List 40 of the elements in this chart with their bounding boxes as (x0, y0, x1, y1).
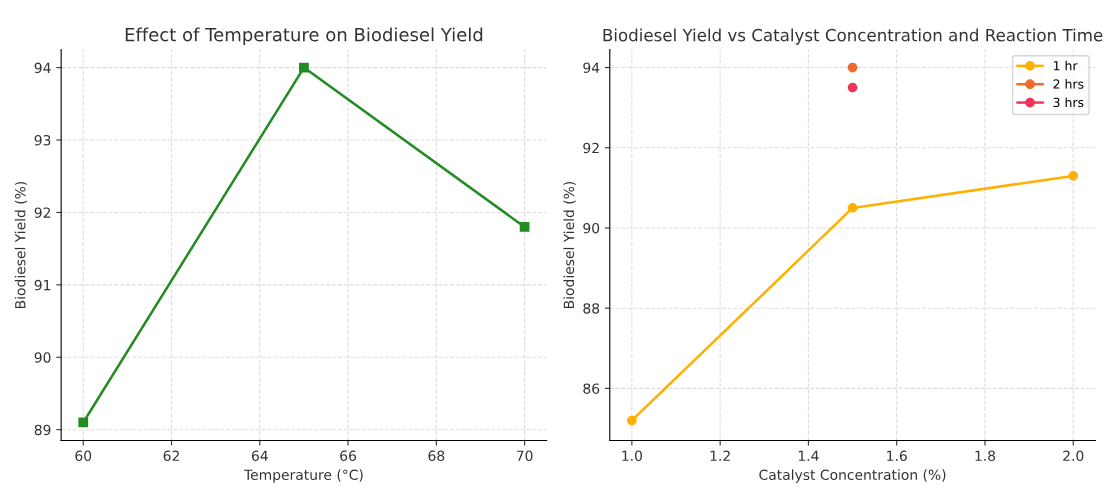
y-tick-label: 90 (34, 352, 51, 363)
y-tick-label: 93 (34, 134, 51, 146)
y-tick-label: 89 (34, 424, 51, 436)
y-tick-label: 88 (583, 303, 600, 314)
chart-title: Biodiesel Yield vs Catalyst Concentration and Reaction Time (603, 28, 1103, 45)
y-axis-title: Biodiesel Yield (%) (563, 181, 576, 308)
x-tick-label: 1.8 (975, 450, 996, 462)
legend-label: 3 hrs (1053, 97, 1084, 108)
x-tick-label: 2.0 (1063, 450, 1084, 462)
point (847, 82, 858, 93)
x-tick-label: 60 (75, 450, 92, 462)
point (299, 62, 309, 73)
y-tick-label: 86 (583, 383, 600, 394)
legend-label: 1 hr (1053, 60, 1078, 71)
point (847, 62, 858, 73)
x-axis-title: Catalyst Concentration (%) (759, 469, 946, 483)
x-tick-label: 1.2 (710, 450, 730, 461)
point (847, 203, 858, 213)
x-tick-label: 62 (163, 450, 179, 462)
y-tick-label: 91 (34, 279, 51, 291)
point (519, 222, 530, 232)
y-axis-title: Biodiesel Yield (%) (14, 181, 28, 308)
y-tick-label: 94 (583, 62, 600, 74)
chart-title: Effect of Temperature on Biodiesel Yield (125, 27, 483, 45)
point (627, 415, 637, 426)
point (78, 417, 89, 428)
x-tick-label: 66 (340, 450, 357, 462)
x-tick-label: 1.4 (798, 450, 819, 461)
point (1068, 170, 1079, 181)
y-tick-label: 94 (34, 62, 51, 74)
x-tick-label: 70 (516, 450, 533, 462)
x-tick-label: 1.6 (887, 450, 907, 462)
y-tick-label: 90 (583, 222, 600, 234)
y-tick-label: 92 (34, 207, 51, 218)
y-tick-label: 92 (583, 142, 599, 154)
x-tick-label: 64 (251, 450, 268, 462)
x-tick-label: 1.0 (622, 450, 642, 462)
x-tick-label: 68 (428, 450, 445, 462)
x-axis-title: Temperature (°C) (243, 469, 363, 483)
legend-label: 2 hrs (1053, 79, 1084, 89)
